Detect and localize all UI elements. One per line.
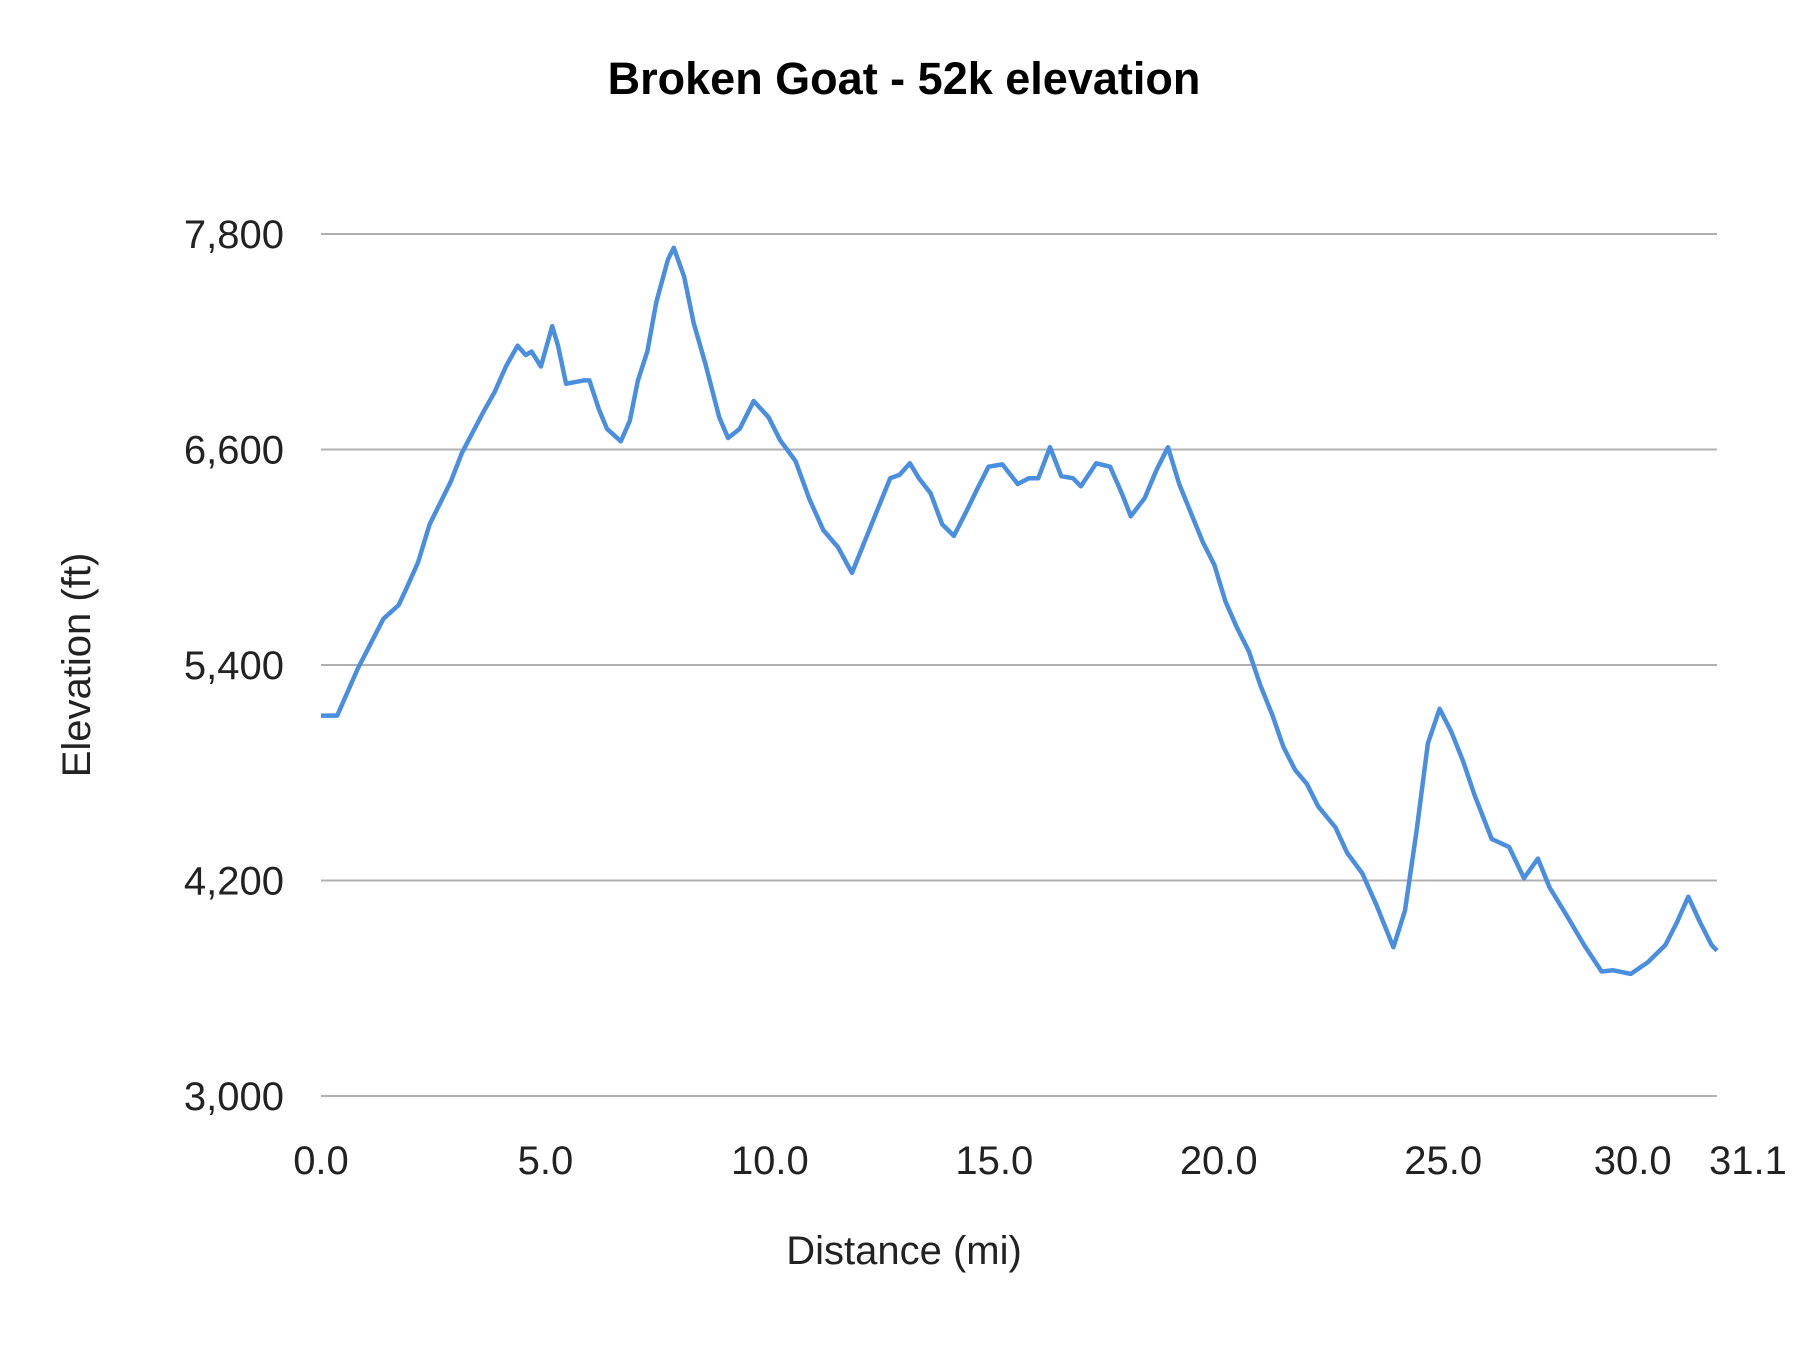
- y-tick-label: 7,800: [184, 213, 284, 257]
- x-tick-label: 30.0: [1594, 1139, 1672, 1183]
- y-tick-label: 6,600: [184, 429, 284, 473]
- elevation-line: [321, 245, 1719, 977]
- y-axis-label: Elevation (ft): [55, 553, 99, 778]
- y-tick-label: 5,400: [184, 644, 284, 688]
- x-tick-label: 25.0: [1404, 1139, 1482, 1183]
- y-axis-ticks: 3,000 4,200 5,400 6,600 7,800: [184, 213, 284, 1119]
- x-axis-label: Distance (mi): [786, 1229, 1022, 1273]
- x-tick-label: 0.0: [293, 1139, 349, 1183]
- chart-title: Broken Goat - 52k elevation: [608, 53, 1201, 104]
- x-tick-label: 20.0: [1180, 1139, 1258, 1183]
- x-axis-ticks: 0.0 5.0 10.0 15.0 20.0 25.0 30.0 31.1: [293, 1139, 1787, 1183]
- y-tick-label: 3,000: [184, 1075, 284, 1119]
- x-tick-label: 15.0: [955, 1139, 1033, 1183]
- y-tick-label: 4,200: [184, 860, 284, 904]
- x-tick-label: 31.1: [1709, 1139, 1787, 1183]
- gridlines: [321, 233, 1717, 1097]
- x-tick-label: 5.0: [518, 1139, 574, 1183]
- x-tick-label: 10.0: [731, 1139, 809, 1183]
